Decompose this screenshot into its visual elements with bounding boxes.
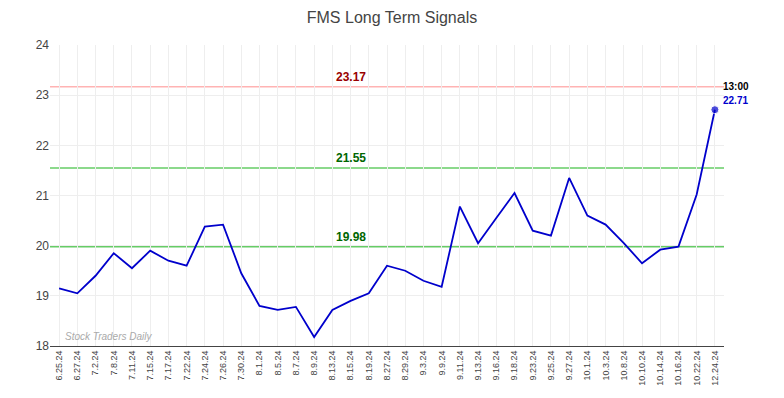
svg-text:23: 23 xyxy=(36,88,50,102)
svg-text:7.30.24: 7.30.24 xyxy=(236,351,246,381)
svg-text:9.27.24: 9.27.24 xyxy=(564,351,574,381)
svg-text:6.25.24: 6.25.24 xyxy=(54,351,64,381)
svg-text:7.22.24: 7.22.24 xyxy=(182,351,192,381)
svg-text:10.3.24: 10.3.24 xyxy=(601,351,611,381)
svg-text:7.8.24: 7.8.24 xyxy=(109,351,119,376)
svg-text:10.8.24: 10.8.24 xyxy=(619,351,629,381)
svg-text:9.9.24: 9.9.24 xyxy=(437,351,447,376)
svg-text:21: 21 xyxy=(36,189,50,203)
svg-text:9.25.24: 9.25.24 xyxy=(546,351,556,381)
svg-text:23.17: 23.17 xyxy=(336,70,366,84)
svg-text:10.16.24: 10.16.24 xyxy=(673,351,683,386)
svg-text:10.10.24: 10.10.24 xyxy=(637,351,647,386)
svg-text:Stock Traders Daily: Stock Traders Daily xyxy=(65,331,153,342)
svg-text:7.26.24: 7.26.24 xyxy=(218,351,228,381)
svg-text:24: 24 xyxy=(36,38,50,52)
svg-text:9.3.24: 9.3.24 xyxy=(418,351,428,376)
svg-text:8.29.24: 8.29.24 xyxy=(400,351,410,381)
svg-text:8.9.24: 8.9.24 xyxy=(309,351,319,376)
svg-text:9.11.24: 9.11.24 xyxy=(455,351,465,380)
svg-text:10.22.24: 10.22.24 xyxy=(692,351,702,386)
svg-text:19: 19 xyxy=(36,289,50,303)
svg-text:22: 22 xyxy=(36,139,50,153)
svg-text:10.1.24: 10.1.24 xyxy=(582,351,592,381)
svg-text:8.1.24: 8.1.24 xyxy=(254,351,264,376)
svg-text:7.24.24: 7.24.24 xyxy=(200,351,210,381)
svg-text:12.24.24: 12.24.24 xyxy=(710,351,720,386)
svg-text:8.7.24: 8.7.24 xyxy=(291,351,301,376)
svg-text:21.55: 21.55 xyxy=(336,151,366,165)
svg-text:18: 18 xyxy=(36,339,50,353)
svg-text:22.71: 22.71 xyxy=(723,95,748,106)
svg-text:9.23.24: 9.23.24 xyxy=(528,351,538,381)
svg-text:7.17.24: 7.17.24 xyxy=(163,351,173,381)
svg-text:8.27.24: 8.27.24 xyxy=(382,351,392,381)
svg-text:7.2.24: 7.2.24 xyxy=(90,351,100,376)
svg-text:6.27.24: 6.27.24 xyxy=(72,351,82,381)
svg-text:FMS Long Term Signals: FMS Long Term Signals xyxy=(307,9,477,26)
svg-text:7.15.24: 7.15.24 xyxy=(145,351,155,381)
svg-text:9.13.24: 9.13.24 xyxy=(473,351,483,381)
svg-text:8.5.24: 8.5.24 xyxy=(273,351,283,376)
svg-text:9.18.24: 9.18.24 xyxy=(509,351,519,381)
svg-text:9.16.24: 9.16.24 xyxy=(491,351,501,381)
svg-text:20: 20 xyxy=(36,239,50,253)
svg-text:8.13.24: 8.13.24 xyxy=(327,351,337,381)
svg-text:19.98: 19.98 xyxy=(336,230,366,244)
svg-text:8.15.24: 8.15.24 xyxy=(345,351,355,381)
svg-text:7.11.24: 7.11.24 xyxy=(127,351,137,380)
svg-text:13:00: 13:00 xyxy=(723,81,749,92)
svg-text:10.14.24: 10.14.24 xyxy=(655,351,665,386)
svg-text:8.19.24: 8.19.24 xyxy=(364,351,374,381)
